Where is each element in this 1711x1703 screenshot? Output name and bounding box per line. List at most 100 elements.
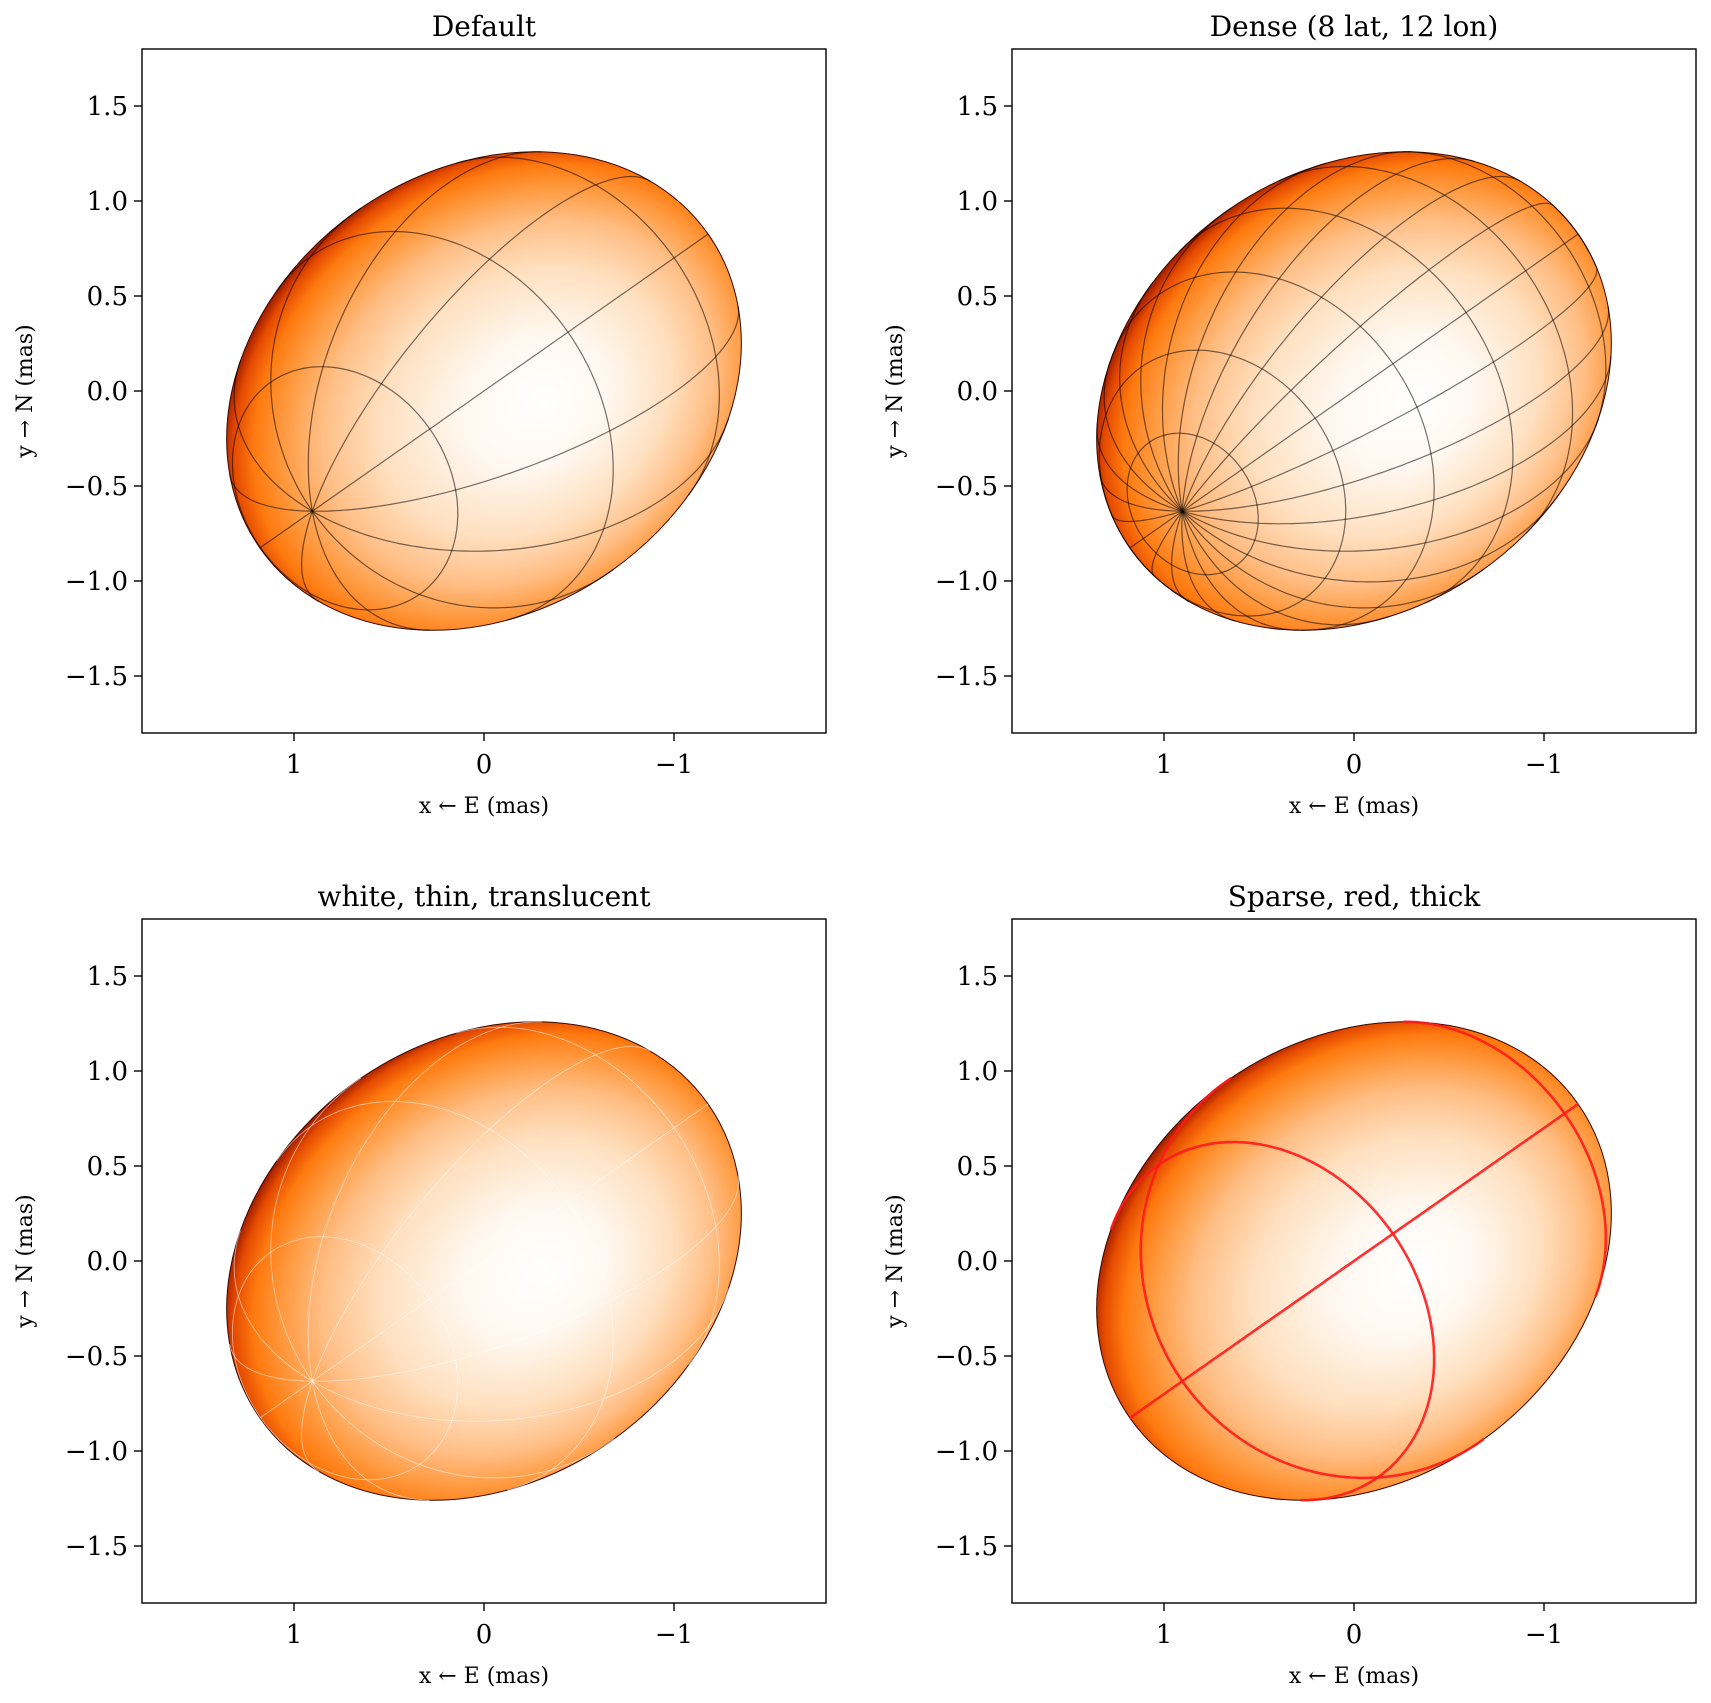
y-tick-label: −1.0: [65, 567, 128, 597]
x-tick-label: 0: [476, 750, 493, 780]
longitude-line: [301, 511, 320, 603]
longitude-line: [1140, 207, 1232, 512]
longitude-line: [311, 418, 730, 552]
latitude-line: [1178, 207, 1514, 604]
y-tick-label: 0.0: [957, 377, 998, 407]
latitude-line: [1403, 1020, 1608, 1298]
y-tick-label: −0.5: [935, 472, 998, 502]
chart-panel: 1 0 −1 1.5 1.0 0.5 0.0 −0.5 −1.0 −1.5 white, thin,…: [13, 880, 827, 1689]
longitude-line: [1129, 1380, 1184, 1420]
y-tick-label: −1.5: [65, 662, 128, 692]
longitude-line: [1181, 510, 1390, 626]
longitude-line: [1182, 266, 1598, 512]
longitude-line: [229, 473, 313, 512]
x-tick-label: 1: [286, 750, 303, 780]
longitude-line: [1181, 510, 1485, 609]
y-tick-label: −1.5: [935, 662, 998, 692]
longitude-line: [1119, 280, 1183, 512]
longitude-line: [312, 1176, 739, 1382]
latitude-line: [1403, 151, 1607, 427]
x-tick-label: 1: [1156, 1620, 1173, 1650]
longitude-line: [312, 1103, 709, 1382]
x-tick-label: 1: [1156, 750, 1173, 780]
x-axis-label: x ← E (mas): [419, 794, 549, 819]
longitude-line: [1096, 423, 1183, 512]
longitude-line: [311, 175, 651, 512]
y-tick-label: 1.5: [87, 92, 128, 122]
x-axis-label: x ← E (mas): [419, 1664, 549, 1689]
longitude-line: [233, 360, 313, 512]
longitude-line: [1181, 511, 1300, 631]
graticule: [1096, 151, 1612, 631]
chart-panel: 1 0 −1 1.5 1.0 0.5 0.0 −0.5 −1.0 −1.5 Default x ← E…: [13, 10, 827, 819]
longitude-line: [1129, 510, 1183, 549]
chart-panel: 1 0 −1 1.5 1.0 0.5 0.0 −0.5 −1.0 −1.5 Sparse, red,…: [883, 880, 1697, 1689]
longitude-line: [1182, 355, 1612, 525]
longitude-line: [233, 1230, 313, 1382]
longitude-line: [1139, 1077, 1232, 1382]
y-tick-label: −1.0: [935, 567, 998, 597]
y-tick-label: 1.5: [957, 92, 998, 122]
chart-title: Default: [432, 10, 537, 43]
longitude-line: [311, 1380, 615, 1479]
longitude-line: [1181, 494, 1560, 583]
graticule: [229, 151, 740, 631]
longitude-line: [311, 1046, 651, 1382]
y-axis-label: y → N (mas): [13, 324, 38, 459]
y-tick-label: 0.5: [87, 1152, 128, 1182]
y-axis-label: y → N (mas): [13, 1194, 38, 1329]
y-tick-label: 0.0: [87, 1247, 128, 1277]
y-tick-label: 0.5: [87, 282, 128, 312]
x-tick-label: −1: [1525, 750, 1563, 780]
longitude-line: [312, 1288, 729, 1422]
longitude-line: [307, 151, 542, 512]
latitude-line: [456, 156, 720, 496]
longitude-line: [1181, 202, 1555, 512]
y-tick-label: −1.5: [65, 1532, 128, 1562]
longitude-line: [270, 1077, 362, 1382]
y-tick-label: 1.5: [957, 962, 998, 992]
chart-title: Sparse, red, thick: [1228, 880, 1482, 913]
y-tick-label: −1.0: [65, 1437, 128, 1467]
x-axis-label: x ← E (mas): [1289, 794, 1419, 819]
y-axis-label: y → N (mas): [883, 1194, 908, 1329]
longitude-line: [1181, 1380, 1485, 1480]
y-tick-label: 1.0: [87, 1057, 128, 1087]
y-tick-label: 1.0: [87, 187, 128, 217]
y-tick-label: 1.5: [87, 962, 128, 992]
x-tick-label: −1: [655, 750, 693, 780]
y-tick-label: 1.0: [957, 1057, 998, 1087]
x-tick-label: 0: [1346, 1620, 1363, 1650]
latitude-line: [1278, 165, 1574, 534]
y-tick-label: 0.5: [957, 282, 998, 312]
longitude-line: [1171, 511, 1190, 603]
latitude-line: [456, 1026, 720, 1366]
longitude-line: [259, 510, 313, 549]
longitude-line: [301, 1381, 320, 1472]
longitude-line: [1161, 162, 1327, 512]
longitude-line: [307, 1021, 542, 1382]
longitude-line: [311, 1381, 430, 1501]
longitude-line: [1181, 418, 1600, 552]
longitude-line: [1151, 510, 1183, 578]
y-tick-label: 0.0: [957, 1247, 998, 1277]
longitude-line: [1181, 1102, 1580, 1383]
y-tick-label: 0.0: [87, 377, 128, 407]
y-axis-label: y → N (mas): [883, 324, 908, 459]
y-tick-label: −1.5: [935, 1532, 998, 1562]
longitude-line: [270, 207, 362, 512]
longitude-line: [1181, 233, 1579, 512]
longitude-line: [1182, 306, 1610, 512]
longitude-line: [311, 510, 615, 609]
y-tick-label: −0.5: [65, 472, 128, 502]
x-tick-label: −1: [655, 1620, 693, 1650]
longitude-line: [311, 511, 430, 631]
y-tick-label: −0.5: [935, 1342, 998, 1372]
y-tick-label: −1.0: [935, 1437, 998, 1467]
y-tick-label: 0.5: [957, 1152, 998, 1182]
chart-title: Dense (8 lat, 12 lon): [1210, 10, 1499, 43]
x-axis-label: x ← E (mas): [1289, 1664, 1419, 1689]
longitude-line: [1181, 175, 1521, 512]
longitude-line: [229, 1343, 313, 1382]
